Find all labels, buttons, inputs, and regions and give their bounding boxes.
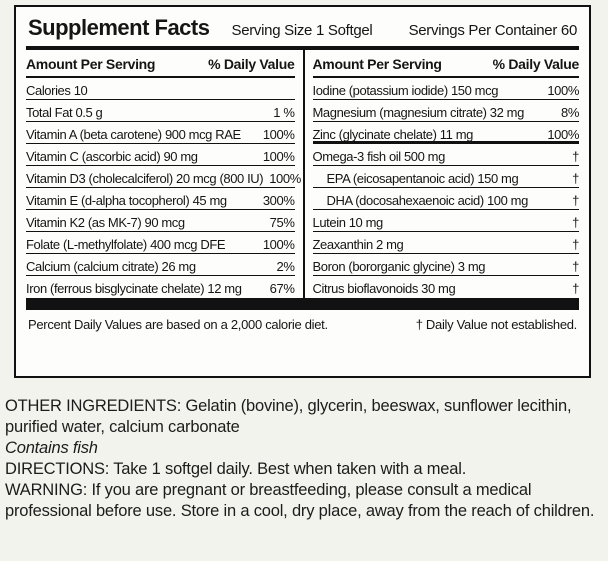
nutrient-row: EPA (eicosapentanoic acid) 150 mg † [312, 166, 579, 188]
directions-text: DIRECTIONS: Take 1 softgel daily. Best w… [5, 460, 467, 478]
nutrient-daily-value: † [572, 215, 579, 230]
nutrient-name: Magnesium (magnesium citrate) 32 mg [312, 105, 525, 120]
nutrient-row: Citrus bioflavonoids 30 mg † [313, 276, 580, 298]
nutrient-daily-value: † [572, 281, 579, 296]
nutrient-name: Calcium (calcium citrate) 26 mg [26, 259, 196, 274]
nutrient-column-left: Amount Per Serving % Daily Value Calorie… [26, 50, 303, 298]
footnote-dagger: † Daily Value not established. [415, 317, 578, 332]
nutrient-name: Calories 10 [26, 83, 88, 98]
nutrient-name: Omega-3 fish oil 500 mg [312, 149, 446, 164]
nutrient-row: Vitamin K2 (as MK-7) 90 mcg 75% [26, 210, 295, 232]
nutrient-daily-value: 100% [262, 127, 295, 142]
nutrient-row: Zinc (glycinate chelate) 11 mg 100% [312, 122, 579, 144]
panel-title-row: Supplement Facts Serving Size 1 Softgel … [26, 13, 579, 41]
nutrient-daily-value: 1 % [273, 105, 295, 120]
nutrient-row: Folate (L-methylfolate) 400 mcg DFE 100% [26, 232, 295, 254]
nutrient-row: Vitamin E (d-alpha tocopherol) 45 mg 300… [26, 188, 295, 210]
nutrient-name: DHA (docosahexaenoic acid) 100 mg [326, 193, 529, 208]
nutrient-name: Zeaxanthin 2 mg [312, 237, 404, 252]
nutrient-name: Lutein 10 mg [312, 215, 384, 230]
column-header-left: Amount Per Serving % Daily Value [26, 50, 295, 78]
nutrient-name: Boron (bororganic glycine) 3 mg [312, 259, 486, 274]
nutrient-daily-value: † [572, 149, 579, 164]
nutrient-rows-right: Iodine (potassium iodide) 150 mcg 100% M… [312, 78, 580, 298]
nutrient-name: Vitamin C (ascorbic acid) 90 mg [26, 149, 198, 164]
nutrient-row: Omega-3 fish oil 500 mg † [312, 144, 579, 166]
nutrient-daily-value: 2% [276, 259, 295, 274]
serving-size: Serving Size 1 Softgel [231, 22, 373, 39]
nutrient-row: Vitamin C (ascorbic acid) 90 mg 100% [26, 144, 295, 166]
servings-per-container: Servings Per Container 60 [408, 22, 578, 39]
nutrient-daily-value: 100% [547, 127, 579, 142]
contains-allergen-text: Contains fish [5, 439, 98, 457]
panel-title: Supplement Facts [28, 15, 210, 40]
nutrient-name: Vitamin A (beta carotene) 900 mcg RAE [26, 127, 241, 142]
nutrient-row: Zeaxanthin 2 mg † [312, 232, 579, 254]
title-divider-bar [26, 46, 579, 50]
nutrient-row: Vitamin A (beta carotene) 900 mcg RAE 10… [26, 122, 295, 144]
nutrient-daily-value: 300% [262, 193, 295, 208]
column-header-amount: Amount Per Serving [26, 56, 156, 72]
column-header-daily-value: % Daily Value [208, 56, 295, 72]
footer-divider-bar [26, 298, 579, 310]
nutrient-row: Calories 10 [26, 78, 295, 100]
nutrient-row: Iodine (potassium iodide) 150 mcg 100% [312, 78, 579, 100]
nutrient-row: Iron (ferrous bisglycinate chelate) 12 m… [26, 276, 295, 298]
nutrient-daily-value: † [572, 259, 579, 274]
nutrient-daily-value: † [572, 193, 579, 208]
column-header-daily-value: % Daily Value [492, 56, 580, 72]
nutrient-row: Total Fat 0.5 g 1 % [26, 100, 295, 122]
nutrient-name: Vitamin D3 (cholecalciferol) 20 mcg (800… [26, 171, 264, 186]
nutrient-columns: Amount Per Serving % Daily Value Calorie… [26, 50, 579, 298]
column-header-right: Amount Per Serving % Daily Value [312, 50, 580, 78]
nutrient-daily-value: 100% [269, 171, 301, 186]
nutrient-daily-value: 75% [269, 215, 295, 230]
nutrient-row: Magnesium (magnesium citrate) 32 mg 8% [312, 100, 579, 122]
nutrient-daily-value: 100% [262, 149, 295, 164]
nutrient-row: Boron (bororganic glycine) 3 mg † [312, 254, 579, 276]
nutrient-name: Vitamin K2 (as MK-7) 90 mcg [26, 215, 185, 230]
nutrient-name: Iodine (potassium iodide) 150 mcg [312, 83, 499, 98]
nutrient-row: DHA (docosahexaenoic acid) 100 mg † [312, 188, 579, 210]
supplement-facts-panel: Supplement Facts Serving Size 1 Softgel … [14, 5, 591, 378]
nutrient-column-right: Amount Per Serving % Daily Value Iodine … [302, 50, 580, 298]
nutrient-row: Calcium (calcium citrate) 26 mg 2% [26, 254, 295, 276]
nutrient-name: Citrus bioflavonoids 30 mg [312, 281, 456, 296]
nutrient-daily-value: 8% [561, 105, 579, 120]
nutrient-row: Vitamin D3 (cholecalciferol) 20 mcg (800… [26, 166, 301, 188]
label-notes: OTHER INGREDIENTS: Gelatin (bovine), gly… [5, 396, 603, 522]
nutrient-row: Lutein 10 mg † [312, 210, 579, 232]
nutrient-name: Total Fat 0.5 g [26, 105, 103, 120]
nutrient-name: Iron (ferrous bisglycinate chelate) 12 m… [26, 281, 242, 296]
nutrient-rows-left: Calories 10 Total Fat 0.5 g 1 % Vitamin … [26, 78, 301, 298]
nutrient-name: Vitamin E (d-alpha tocopherol) 45 mg [26, 193, 227, 208]
footnote-daily-values: Percent Daily Values are based on a 2,00… [28, 317, 328, 332]
nutrient-name: Zinc (glycinate chelate) 11 mg [312, 127, 474, 142]
column-header-amount: Amount Per Serving [312, 56, 442, 72]
nutrient-name: EPA (eicosapentanoic acid) 150 mg [326, 171, 519, 186]
nutrient-daily-value: † [572, 237, 579, 252]
other-ingredients-text: OTHER INGREDIENTS: Gelatin (bovine), gly… [5, 397, 572, 436]
nutrient-daily-value: 100% [547, 83, 579, 98]
warning-text: WARNING: If you are pregnant or breastfe… [5, 481, 595, 520]
nutrient-daily-value: 100% [262, 237, 295, 252]
nutrient-name: Folate (L-methylfolate) 400 mcg DFE [26, 237, 226, 252]
footnote-row: Percent Daily Values are based on a 2,00… [26, 310, 579, 332]
nutrient-daily-value: 67% [269, 281, 295, 296]
nutrient-daily-value: † [572, 171, 579, 186]
